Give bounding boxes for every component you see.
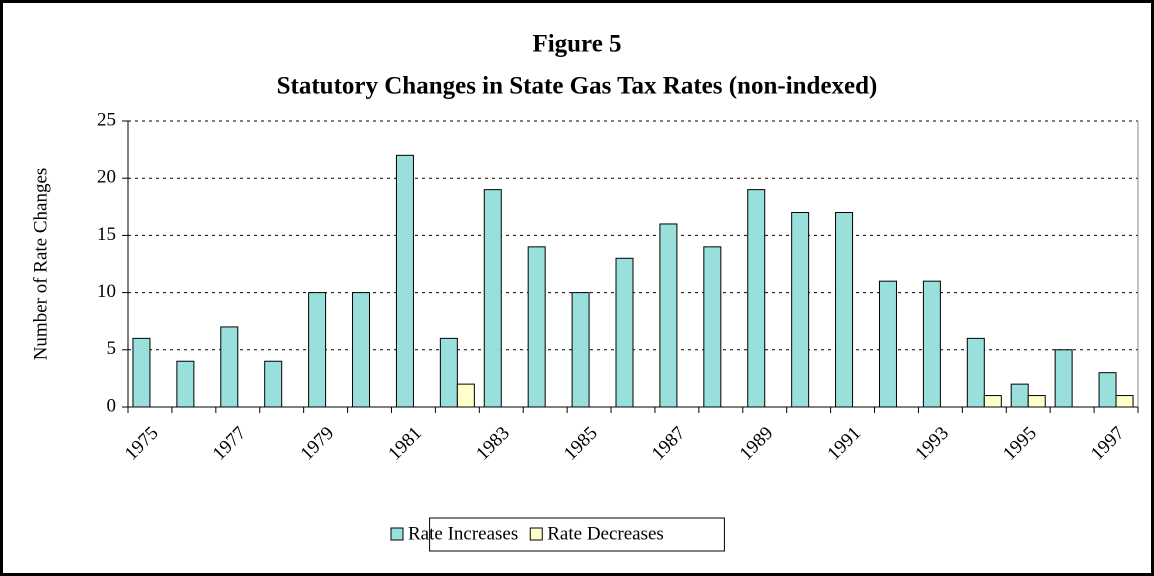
- bar: [878, 280, 897, 408]
- bar: [1027, 395, 1046, 408]
- bar: [571, 292, 590, 408]
- bar: [835, 212, 854, 408]
- bar: [220, 326, 239, 408]
- bar: [483, 189, 502, 408]
- y-axis-label: Number of Rate Changes: [30, 168, 51, 361]
- y-tick-label: 10: [97, 281, 116, 302]
- y-tick-label: 25: [97, 109, 116, 130]
- bar: [791, 212, 810, 408]
- bar: [615, 257, 634, 408]
- bar: [747, 189, 766, 408]
- bar: [1010, 383, 1029, 408]
- bar: [659, 223, 678, 408]
- chart-title: Figure 5: [532, 31, 621, 58]
- bar: [176, 360, 195, 408]
- bar: [439, 337, 458, 408]
- bar: [132, 337, 151, 408]
- bar: [703, 246, 722, 408]
- bar: [395, 154, 414, 408]
- bar: [456, 383, 475, 408]
- legend-label: Rate Increases: [408, 523, 518, 544]
- chart-subtitle: Statutory Changes in State Gas Tax Rates…: [277, 73, 878, 100]
- bar: [527, 246, 546, 408]
- legend-swatch: [390, 527, 404, 541]
- legend-label: Rate Decreases: [547, 523, 664, 544]
- bar: [264, 360, 283, 408]
- y-tick-label: 15: [97, 224, 116, 245]
- y-tick-label: 20: [97, 167, 116, 188]
- bar: [983, 395, 1002, 408]
- y-tick-label: 0: [107, 395, 117, 416]
- bar: [1115, 395, 1134, 408]
- legend: [429, 517, 725, 552]
- bar: [352, 292, 371, 408]
- bar: [1054, 349, 1073, 408]
- y-tick-label: 5: [107, 338, 117, 359]
- bar: [308, 292, 327, 408]
- bar: [966, 337, 985, 408]
- legend-swatch: [529, 527, 543, 541]
- bar: [922, 280, 941, 408]
- bar: [1098, 372, 1117, 408]
